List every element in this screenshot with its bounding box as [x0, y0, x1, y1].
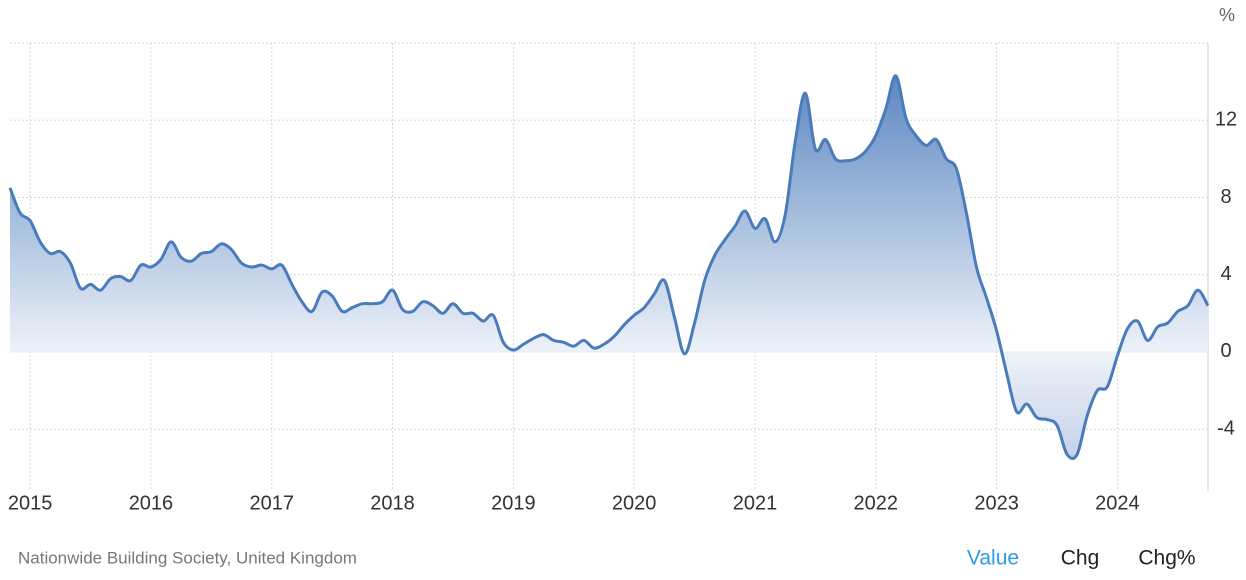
y-tick-label: 12 [1215, 109, 1237, 131]
x-tick-label: 2016 [129, 492, 174, 514]
x-tick-label: 2018 [370, 492, 415, 514]
x-tick-label: 2024 [1095, 492, 1140, 514]
y-tick-label: 0 [1220, 340, 1231, 362]
source: Nationwide Building Society, United King… [18, 548, 357, 567]
y-tick-label: 8 [1220, 186, 1231, 208]
x-tick-label: 2023 [974, 492, 1019, 514]
view-button[interactable]: Value [967, 547, 1019, 570]
x-tick-label: 2022 [854, 492, 899, 514]
x-tick-label: 2021 [733, 492, 778, 514]
view-button[interactable]: Chg% [1138, 547, 1195, 570]
x-tick-label: 2020 [612, 492, 657, 514]
y-tick-label: 4 [1220, 263, 1231, 285]
area-fill [10, 75, 1208, 459]
view-button[interactable]: Chg [1061, 547, 1100, 570]
unit-label: % [1219, 5, 1235, 25]
x-tick-label: 2015 [8, 492, 53, 514]
y-tick-label: -4 [1217, 417, 1235, 439]
x-tick-label: 2019 [491, 492, 536, 514]
line [8, 74, 1210, 461]
x-tick-label: 2017 [249, 492, 294, 514]
